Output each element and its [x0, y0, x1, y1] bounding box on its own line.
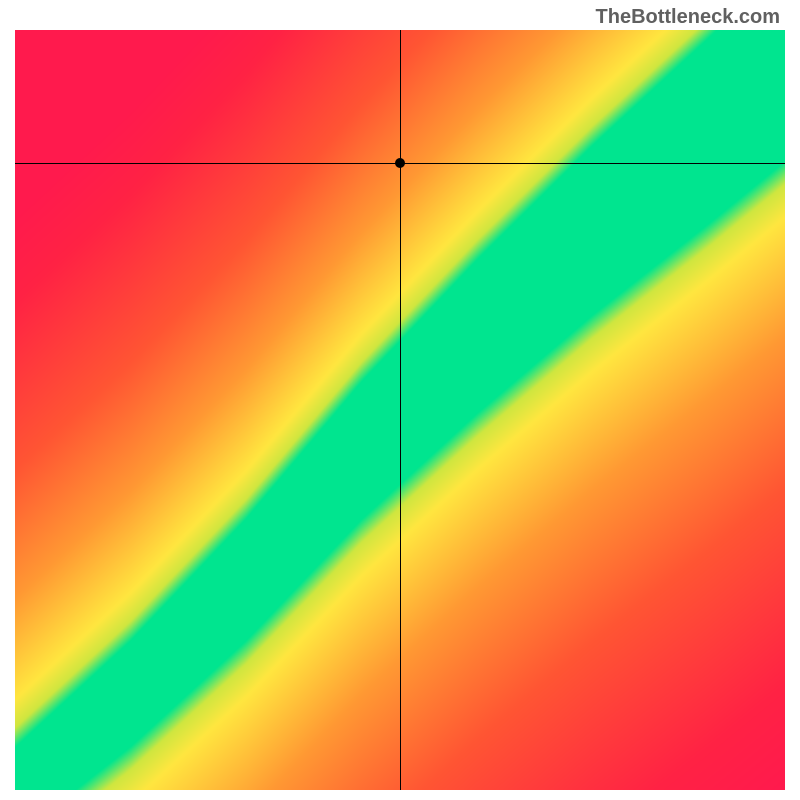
watermark-text: TheBottleneck.com: [596, 6, 780, 29]
data-point-marker: [395, 158, 405, 168]
crosshair-vertical: [400, 30, 401, 790]
heatmap-plot: [15, 30, 785, 790]
